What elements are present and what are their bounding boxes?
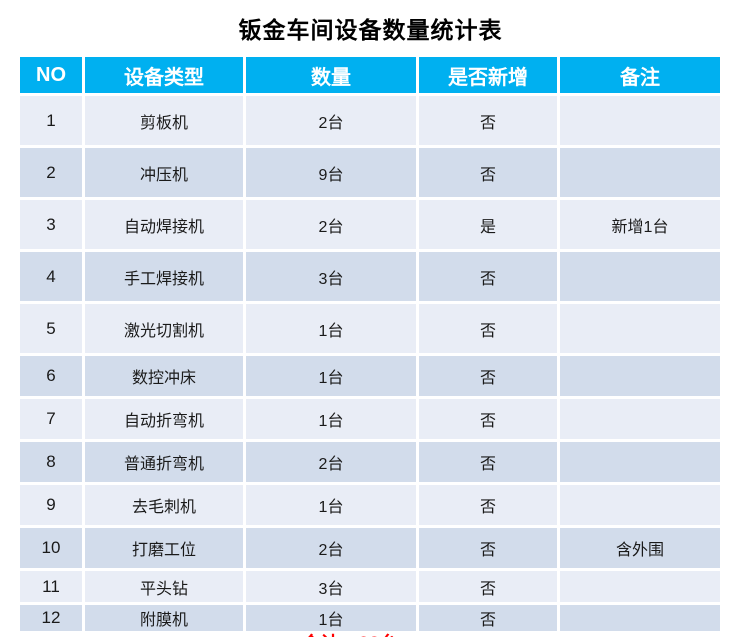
cell-type: 冲压机 bbox=[85, 148, 243, 197]
cell-no: 10 bbox=[20, 528, 82, 568]
cell-remark bbox=[560, 252, 720, 301]
table-row: 1 剪板机 2台 否 bbox=[20, 96, 720, 145]
cell-is-new: 否 bbox=[419, 485, 557, 525]
cell-qty: 2台 bbox=[246, 200, 416, 249]
cell-qty: 2台 bbox=[246, 442, 416, 482]
cell-type: 数控冲床 bbox=[85, 356, 243, 396]
cell-no: 7 bbox=[20, 399, 82, 439]
cell-is-new: 否 bbox=[419, 571, 557, 602]
cell-no: 11 bbox=[20, 571, 82, 602]
table-row: 12 附膜机 1台 否 bbox=[20, 605, 720, 631]
cell-remark bbox=[560, 442, 720, 482]
cell-qty: 9台 bbox=[246, 148, 416, 197]
cell-remark bbox=[560, 571, 720, 602]
column-header-no: NO bbox=[20, 57, 82, 93]
cell-remark bbox=[560, 96, 720, 145]
cell-qty: 2台 bbox=[246, 96, 416, 145]
cell-is-new: 否 bbox=[419, 605, 557, 631]
cell-is-new: 是 bbox=[419, 200, 557, 249]
cell-no: 2 bbox=[20, 148, 82, 197]
equipment-table: NO 设备类型 数量 是否新增 备注 1 剪板机 2台 否 2 冲压机 9台 否… bbox=[17, 54, 723, 634]
cell-no: 8 bbox=[20, 442, 82, 482]
page-title: 钣金车间设备数量统计表 bbox=[238, 17, 503, 43]
cell-type: 附膜机 bbox=[85, 605, 243, 631]
table-row: 9 去毛刺机 1台 否 bbox=[20, 485, 720, 525]
cell-qty: 2台 bbox=[246, 528, 416, 568]
cell-remark bbox=[560, 399, 720, 439]
cell-is-new: 否 bbox=[419, 356, 557, 396]
cell-type: 普通折弯机 bbox=[85, 442, 243, 482]
cell-qty: 3台 bbox=[246, 571, 416, 602]
total-label: 合计：28台 bbox=[0, 629, 700, 637]
cell-qty: 3台 bbox=[246, 252, 416, 301]
table-row: 4 手工焊接机 3台 否 bbox=[20, 252, 720, 301]
cell-remark: 新增1台 bbox=[560, 200, 720, 249]
cell-remark bbox=[560, 148, 720, 197]
cell-type: 打磨工位 bbox=[85, 528, 243, 568]
table-row: 8 普通折弯机 2台 否 bbox=[20, 442, 720, 482]
table-header: NO 设备类型 数量 是否新增 备注 bbox=[20, 57, 720, 93]
column-header-remark: 备注 bbox=[560, 57, 720, 93]
column-header-is-new: 是否新增 bbox=[419, 57, 557, 93]
table-body: 1 剪板机 2台 否 2 冲压机 9台 否 3 自动焊接机 2台 是 新增1台 … bbox=[20, 96, 720, 631]
table-row: 2 冲压机 9台 否 bbox=[20, 148, 720, 197]
cell-no: 4 bbox=[20, 252, 82, 301]
cell-qty: 1台 bbox=[246, 304, 416, 353]
cell-qty: 1台 bbox=[246, 399, 416, 439]
cell-is-new: 否 bbox=[419, 442, 557, 482]
cell-no: 12 bbox=[20, 605, 82, 631]
cell-is-new: 否 bbox=[419, 304, 557, 353]
cell-type: 去毛刺机 bbox=[85, 485, 243, 525]
column-header-type: 设备类型 bbox=[85, 57, 243, 93]
table-row: 11 平头钻 3台 否 bbox=[20, 571, 720, 602]
cell-remark: 含外围 bbox=[560, 528, 720, 568]
table-row: 7 自动折弯机 1台 否 bbox=[20, 399, 720, 439]
cell-qty: 1台 bbox=[246, 485, 416, 525]
cell-is-new: 否 bbox=[419, 148, 557, 197]
table-row: 10 打磨工位 2台 否 含外围 bbox=[20, 528, 720, 568]
cell-qty: 1台 bbox=[246, 356, 416, 396]
cell-type: 剪板机 bbox=[85, 96, 243, 145]
cell-remark bbox=[560, 304, 720, 353]
cell-remark bbox=[560, 605, 720, 631]
cell-no: 3 bbox=[20, 200, 82, 249]
cell-is-new: 否 bbox=[419, 528, 557, 568]
cell-no: 9 bbox=[20, 485, 82, 525]
cell-type: 激光切割机 bbox=[85, 304, 243, 353]
cell-type: 自动焊接机 bbox=[85, 200, 243, 249]
cell-no: 1 bbox=[20, 96, 82, 145]
cell-is-new: 否 bbox=[419, 96, 557, 145]
table-row: 6 数控冲床 1台 否 bbox=[20, 356, 720, 396]
cell-remark bbox=[560, 485, 720, 525]
column-header-qty: 数量 bbox=[246, 57, 416, 93]
cell-no: 6 bbox=[20, 356, 82, 396]
cell-no: 5 bbox=[20, 304, 82, 353]
table-row: 5 激光切割机 1台 否 bbox=[20, 304, 720, 353]
table-row: 3 自动焊接机 2台 是 新增1台 bbox=[20, 200, 720, 249]
cell-remark bbox=[560, 356, 720, 396]
cell-is-new: 否 bbox=[419, 252, 557, 301]
cell-type: 自动折弯机 bbox=[85, 399, 243, 439]
cell-type: 平头钻 bbox=[85, 571, 243, 602]
cell-qty: 1台 bbox=[246, 605, 416, 631]
cell-type: 手工焊接机 bbox=[85, 252, 243, 301]
header-row: NO 设备类型 数量 是否新增 备注 bbox=[20, 57, 720, 93]
cell-is-new: 否 bbox=[419, 399, 557, 439]
